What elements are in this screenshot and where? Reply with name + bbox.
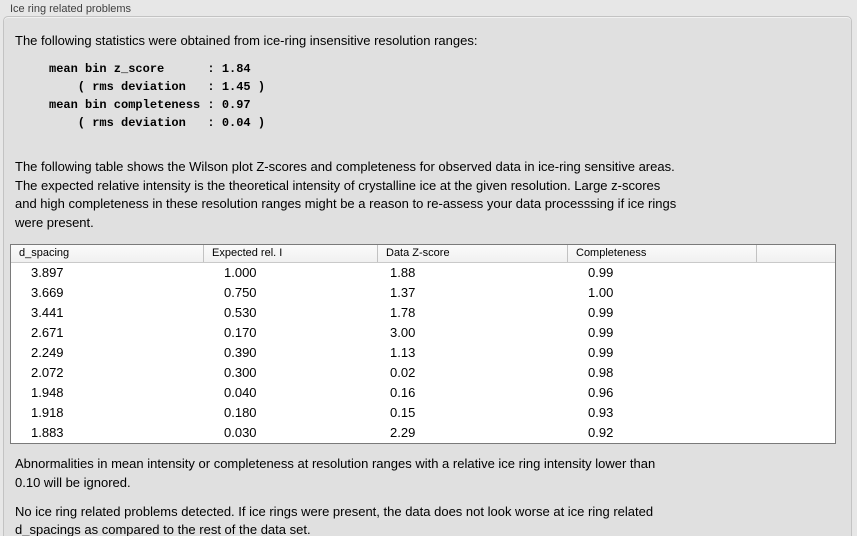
table-cell: 3.669 [31, 285, 64, 301]
table-cell-empty [757, 363, 835, 383]
table-cell: 0.98 [588, 365, 614, 381]
table-cell-empty [757, 423, 835, 443]
table-cell: 2.249 [31, 345, 64, 361]
table-cell: 0.99 [588, 345, 614, 361]
table-cell: 1.88 [390, 265, 416, 281]
table-row[interactable]: 2.072 0.300 0.02 0.98 [11, 363, 835, 383]
table-cell: 0.530 [224, 305, 257, 321]
table-cell-empty [757, 263, 835, 283]
column-header-completeness[interactable]: Completeness [568, 245, 757, 263]
table-cell: 1.13 [390, 345, 416, 361]
table-cell-empty [757, 323, 835, 343]
table-cell: 0.99 [588, 305, 614, 321]
table-cell: 0.040 [224, 385, 257, 401]
table-cell: 0.15 [390, 405, 416, 421]
table-cell: 3.00 [390, 325, 416, 341]
table-cell: 2.671 [31, 325, 64, 341]
table-cell: 0.300 [224, 365, 257, 381]
table-cell: 1.918 [31, 405, 64, 421]
conclusion-text: No ice ring related problems detected. I… [15, 503, 654, 536]
table-row[interactable]: 1.948 0.040 0.16 0.96 [11, 383, 835, 403]
table-cell-empty [757, 403, 835, 423]
table-row[interactable]: 3.669 0.750 1.37 1.00 [11, 283, 835, 303]
table-row[interactable]: 2.671 0.170 3.00 0.99 [11, 323, 835, 343]
ice-ring-table: d_spacing Expected rel. I Data Z-score C… [10, 244, 836, 445]
column-header-d-spacing[interactable]: d_spacing [11, 245, 204, 263]
intro-text: The following statistics were obtained f… [15, 33, 478, 48]
table-cell-empty [757, 343, 835, 363]
column-header-expected-rel-i[interactable]: Expected rel. I [204, 245, 378, 263]
stats-readout: mean bin z_score : 1.84 ( rms deviation … [49, 62, 266, 130]
table-description: The following table shows the Wilson plo… [15, 159, 677, 230]
table-row[interactable]: 1.918 0.180 0.15 0.93 [11, 403, 835, 423]
column-header-empty [757, 245, 835, 262]
table-cell: 0.390 [224, 345, 257, 361]
table-cell: 1.78 [390, 305, 416, 321]
table-cell: 0.02 [390, 365, 416, 381]
table-cell: 0.030 [224, 425, 257, 441]
table-cell: 2.072 [31, 365, 64, 381]
table-row[interactable]: 1.883 0.030 2.29 0.92 [11, 423, 835, 443]
table-row[interactable]: 2.249 0.390 1.13 0.99 [11, 343, 835, 363]
table-row[interactable]: 3.897 1.000 1.88 0.99 [11, 263, 835, 283]
table-cell: 1.000 [224, 265, 257, 281]
table-cell: 3.441 [31, 305, 64, 321]
column-header-data-z-score[interactable]: Data Z-score [378, 245, 568, 263]
table-header-row: d_spacing Expected rel. I Data Z-score C… [11, 245, 835, 264]
table-row[interactable]: 3.441 0.530 1.78 0.99 [11, 303, 835, 323]
table-cell: 0.96 [588, 385, 614, 401]
table-cell: 0.93 [588, 405, 614, 421]
table-cell: 3.897 [31, 265, 64, 281]
table-cell: 0.99 [588, 265, 614, 281]
table-cell: 1.948 [31, 385, 64, 401]
table-cell: 0.750 [224, 285, 257, 301]
table-cell: 2.29 [390, 425, 416, 441]
table-cell: 0.99 [588, 325, 614, 341]
table-cell: 0.16 [390, 385, 416, 401]
table-body: 3.897 1.000 1.88 0.99 3.669 0.750 1.37 1.00 3.44… [11, 263, 835, 443]
panel-title: Ice ring related problems [10, 3, 132, 15]
table-cell: 0.92 [588, 425, 614, 441]
ignore-note-text: Abnormalities in mean intensity or compl… [15, 456, 656, 490]
table-cell: 1.37 [390, 285, 416, 301]
table-cell-empty [757, 383, 835, 403]
table-cell: 1.883 [31, 425, 64, 441]
table-cell: 0.170 [224, 325, 257, 341]
table-cell-empty [757, 303, 835, 323]
ice-ring-panel: The following statistics were obtained f… [3, 16, 852, 536]
table-cell-empty [757, 283, 835, 303]
table-cell: 0.180 [224, 405, 257, 421]
table-cell: 1.00 [588, 285, 614, 301]
